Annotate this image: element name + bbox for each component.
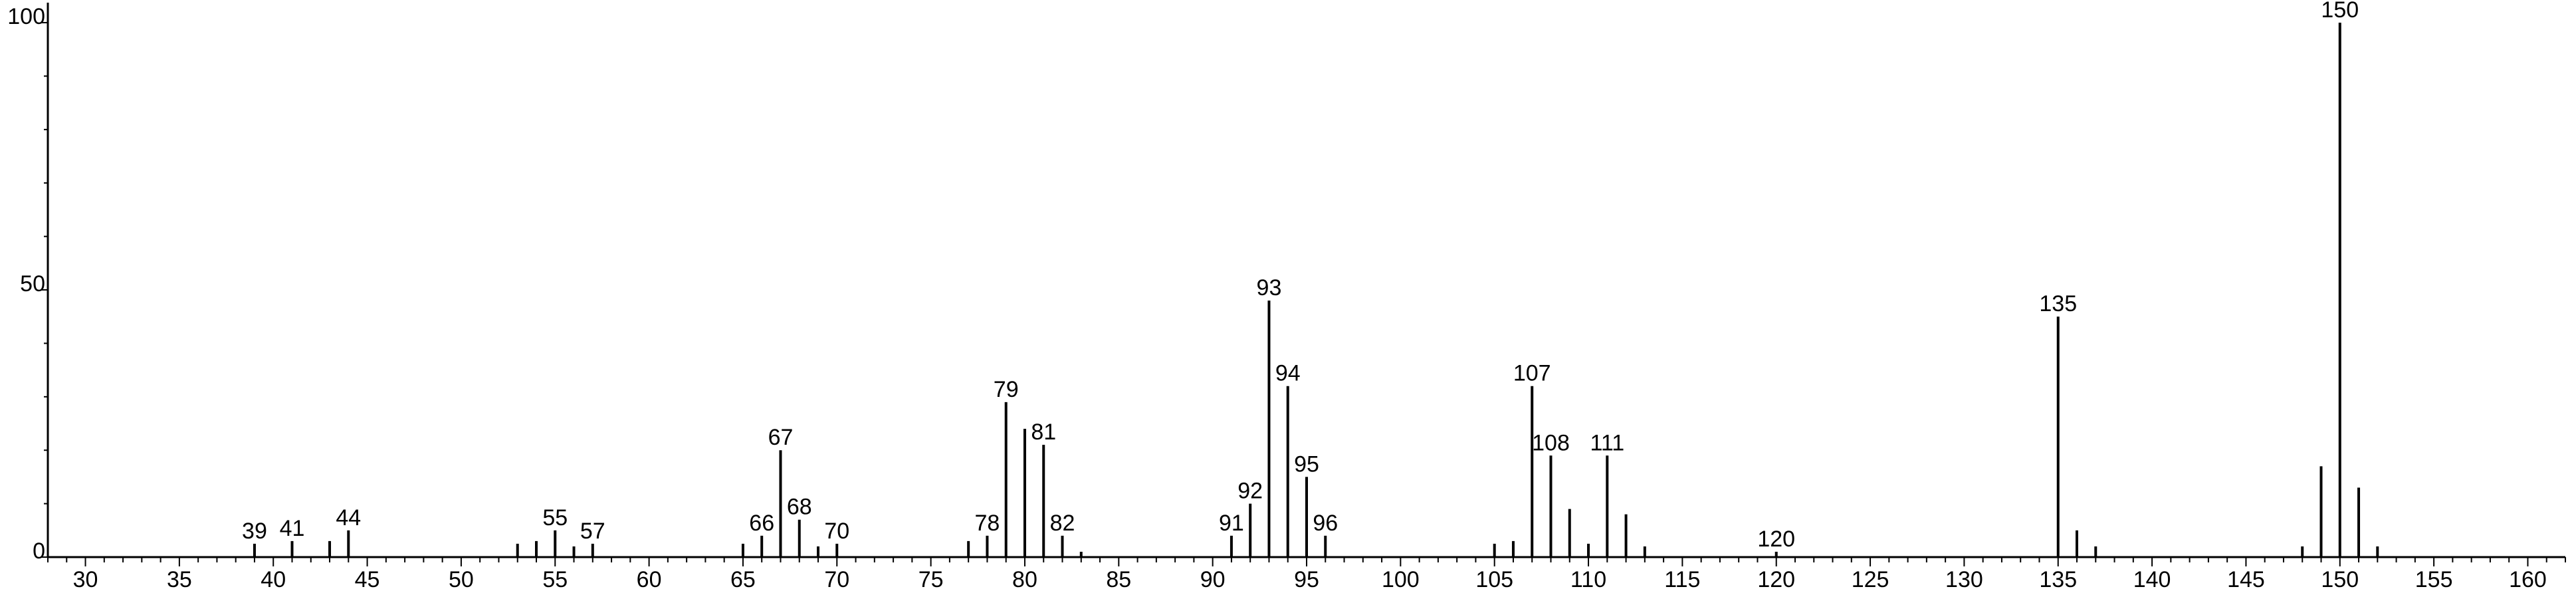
x-tick-label: 40 bbox=[261, 567, 286, 592]
y-axis: 0 50 100 bbox=[7, 3, 49, 564]
x-tick-label: 70 bbox=[824, 567, 849, 592]
peak-label-79: 79 bbox=[994, 377, 1019, 402]
peak-label-81: 81 bbox=[1031, 419, 1056, 445]
x-tick-label: 150 bbox=[2321, 567, 2359, 592]
y-tick-label: 50 bbox=[20, 271, 45, 296]
peak-label-135: 135 bbox=[2039, 291, 2077, 316]
x-tick-label: 125 bbox=[1852, 567, 1889, 592]
peak-label-67: 67 bbox=[768, 425, 794, 450]
x-tick-label: 60 bbox=[637, 567, 662, 592]
y-tick-label: 100 bbox=[7, 4, 45, 29]
peak-label-95: 95 bbox=[1294, 451, 1319, 477]
x-tick-label: 145 bbox=[2227, 567, 2265, 592]
x-tick-label: 30 bbox=[73, 567, 98, 592]
peak-labels: 39 41 44 55 57 66 67 68 70 78 79 81 82 91 92 93 94 95 96 10… bbox=[242, 0, 2359, 552]
x-tick-label: 65 bbox=[730, 567, 756, 592]
x-tick-label: 100 bbox=[1382, 567, 1420, 592]
peak-label-94: 94 bbox=[1275, 361, 1301, 386]
peak-label-57: 57 bbox=[580, 519, 605, 544]
peak-label-78: 78 bbox=[975, 511, 1000, 536]
x-tick-label: 80 bbox=[1012, 567, 1037, 592]
peak-label-91: 91 bbox=[1219, 511, 1244, 536]
peak-label-111: 111 bbox=[1590, 430, 1624, 455]
peak-label-108: 108 bbox=[1532, 430, 1570, 455]
peak-label-41: 41 bbox=[280, 516, 305, 541]
peak-label-107: 107 bbox=[1513, 361, 1551, 386]
x-tick-label: 140 bbox=[2133, 567, 2171, 592]
peak-label-55: 55 bbox=[542, 505, 568, 531]
x-tick-label: 105 bbox=[1475, 567, 1513, 592]
x-axis: 30 35 40 45 50 55 60 65 70 75 80 85 90 95 100 105 110 115… bbox=[47, 556, 2566, 592]
x-tick-label: 50 bbox=[449, 567, 474, 592]
x-tick-label: 55 bbox=[542, 567, 568, 592]
peak-label-92: 92 bbox=[1237, 479, 1263, 504]
peak-label-82: 82 bbox=[1050, 511, 1075, 536]
peak-label-68: 68 bbox=[787, 495, 812, 520]
x-tick-label: 120 bbox=[1757, 567, 1795, 592]
x-tick-label: 45 bbox=[355, 567, 380, 592]
peak-label-93: 93 bbox=[1257, 275, 1282, 300]
peak-label-96: 96 bbox=[1313, 511, 1338, 536]
peak-label-70: 70 bbox=[824, 519, 849, 544]
peak-label-39: 39 bbox=[242, 519, 267, 544]
x-tick-label: 95 bbox=[1294, 567, 1319, 592]
peak-label-150: 150 bbox=[2321, 0, 2359, 23]
x-tick-label: 35 bbox=[167, 567, 192, 592]
x-tick-label: 90 bbox=[1200, 567, 1226, 592]
x-tick-label: 110 bbox=[1570, 567, 1606, 592]
x-tick-label: 155 bbox=[2415, 567, 2453, 592]
peak-label-66: 66 bbox=[749, 511, 774, 536]
x-tick-label: 85 bbox=[1106, 567, 1131, 592]
x-tick-label: 160 bbox=[2509, 567, 2547, 592]
peak-label-44: 44 bbox=[336, 505, 361, 531]
peak-bars bbox=[253, 23, 2379, 557]
peak-label-120: 120 bbox=[1757, 527, 1795, 552]
x-tick-label: 135 bbox=[2039, 567, 2077, 592]
x-tick-label: 115 bbox=[1664, 567, 1700, 592]
x-tick-label: 130 bbox=[1945, 567, 1983, 592]
x-tick-label: 75 bbox=[918, 567, 944, 592]
y-tick-label: 0 bbox=[33, 538, 45, 564]
